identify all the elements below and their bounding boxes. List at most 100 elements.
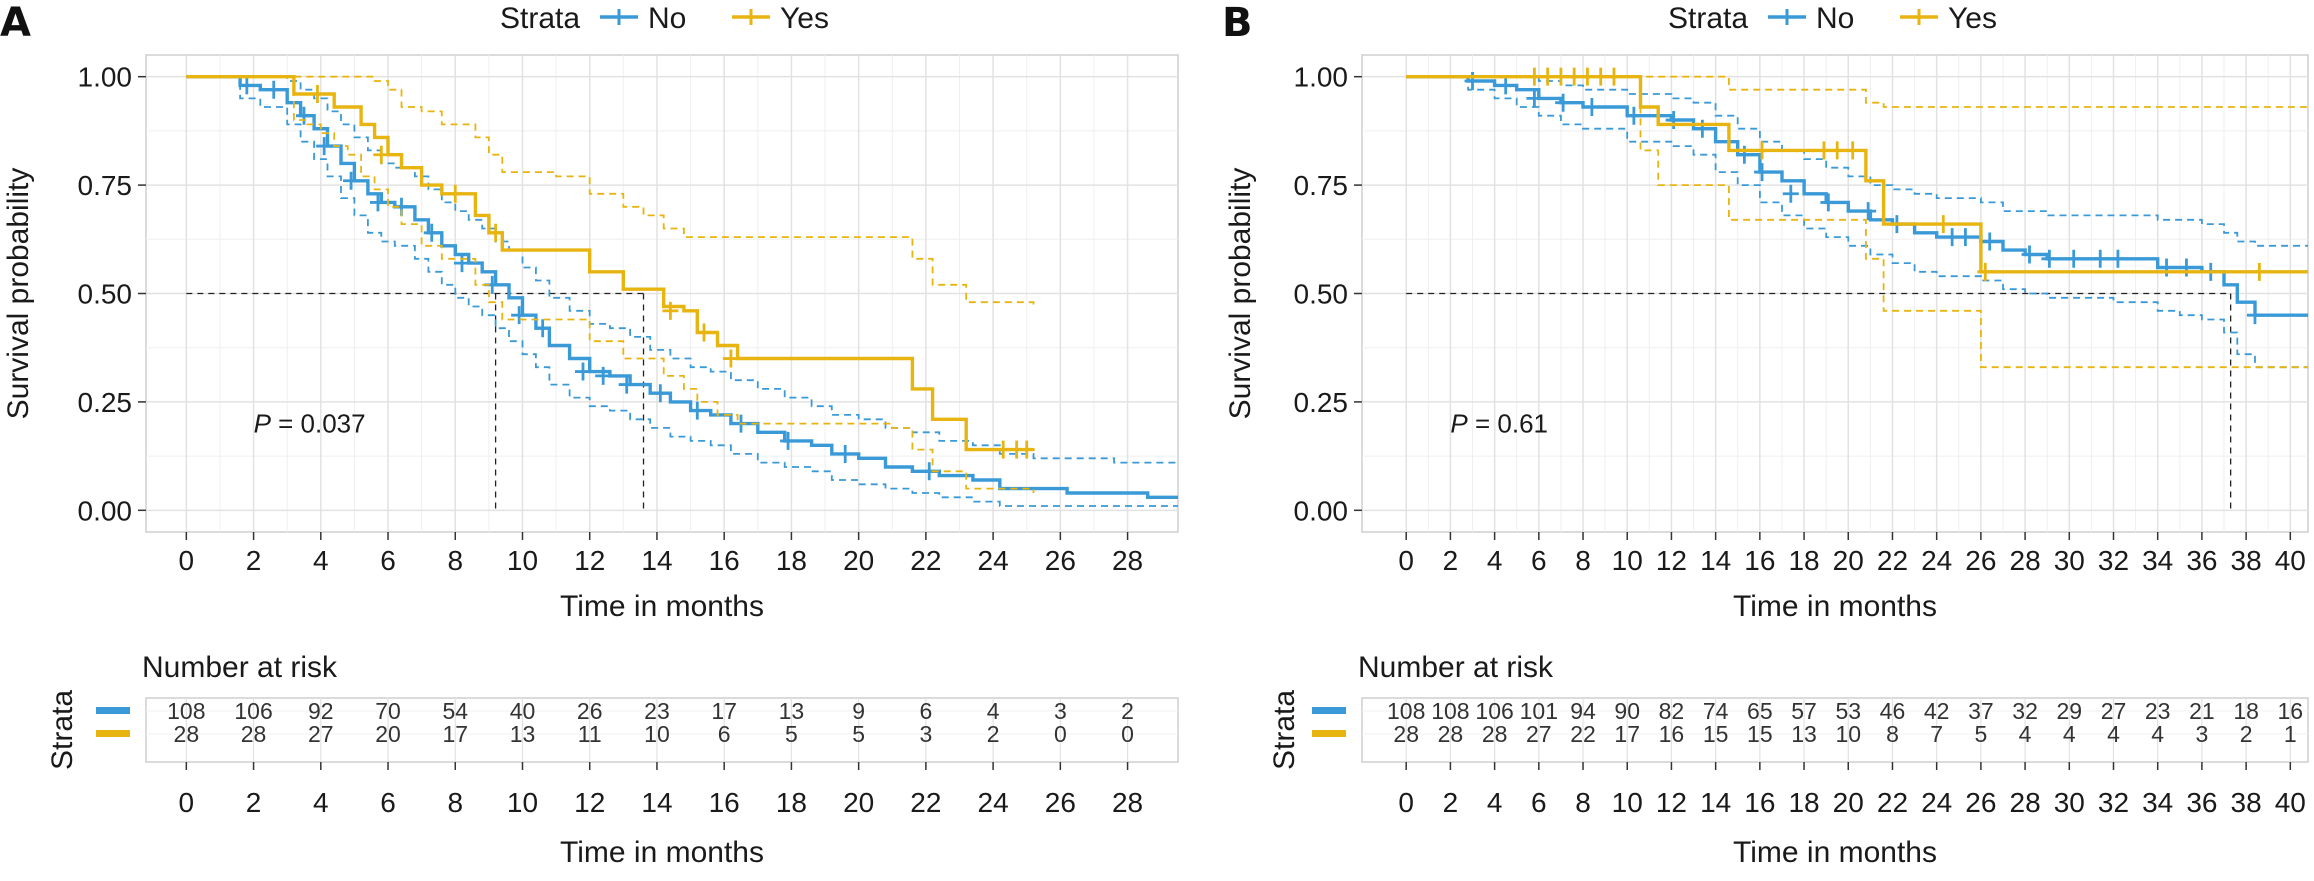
risk-x-tick-label: 0 [179,787,195,818]
risk-count-yes: 7 [1930,721,1943,747]
x-tick-label: 12 [574,545,605,576]
censor-mark-yes [1754,141,1771,160]
censor-mark-no [369,193,386,212]
x-tick-label: 38 [2231,545,2262,576]
x-tick-label: 2 [1443,545,1459,576]
risk-x-tick-label: 30 [2054,787,2085,818]
risk-x-tick-label: 14 [1700,787,1731,818]
risk-count-yes: 13 [1791,721,1817,747]
censor-mark-yes [1977,262,1994,281]
risk-x-tick-label: 8 [447,787,463,818]
risk-count-yes: 4 [2151,721,2164,747]
risk-x-tick-label: 36 [2186,787,2217,818]
censor-mark-yes [2251,262,2268,281]
risk-x-tick-label: 26 [1045,787,1076,818]
x-tick-label: 2 [246,545,262,576]
risk-count-yes: 27 [308,721,334,747]
risk-count-no: 4 [987,698,1000,724]
x-tick-label: 0 [179,545,195,576]
risk-x-tick-label: 28 [1112,787,1143,818]
p-value-annotation: P = 0.037 [254,408,366,438]
x-tick-label: 18 [776,545,807,576]
censor-mark-no [1820,193,1837,212]
risk-count-no: 23 [644,698,670,724]
risk-count-no: 2 [1121,698,1134,724]
ci-lower-no [186,75,1178,507]
censor-mark-yes [1605,67,1622,86]
risk-x-tick-label: 6 [1531,787,1547,818]
risk-count-yes: 13 [510,721,536,747]
risk-count-yes: 16 [1659,721,1685,747]
risk-x-tick-label: 8 [1575,787,1591,818]
risk-x-tick-label: 4 [1487,787,1503,818]
censor-mark-no [595,366,612,385]
survival-curve-no [186,75,1178,499]
x-tick-label: 22 [1877,545,1908,576]
risk-count-no: 101 [1520,698,1558,724]
p-value-label: P [254,408,272,438]
censor-mark-no [837,444,854,463]
censor-mark-yes [662,301,679,320]
risk-table-panel [1361,697,2309,763]
risk-x-axis-title: Time in months [560,836,764,869]
censor-mark-no [1957,228,1974,247]
series-yes [186,75,1035,493]
censor-mark-no [1625,106,1642,125]
risk-x-tick-label: 26 [1965,787,1996,818]
risk-x-tick-label: 34 [2142,787,2173,818]
censor-mark-no [1555,93,1572,112]
risk-count-no: 82 [1659,698,1685,724]
p-value-label: P [1450,408,1468,438]
risk-x-tick-label: 28 [2010,787,2041,818]
x-tick-label: 28 [2010,545,2041,576]
risk-count-yes: 2 [2240,721,2253,747]
median-lines [1406,292,2232,511]
x-axis-title: Time in months [560,590,764,623]
x-tick-label: 6 [1531,545,1547,576]
risk-count-yes: 0 [1121,721,1134,747]
y-tick-label: 0.75 [78,170,133,201]
x-tick-label: 14 [641,545,672,576]
censor-mark-no [575,362,592,381]
risk-x-tick-label: 16 [709,787,740,818]
risk-row-key-yes [1312,730,1346,737]
risk-table-title: Number at risk [1358,651,1554,684]
risk-x-tick-label: 16 [1744,787,1775,818]
legend: Strata No Yes [1668,2,1997,35]
censor-mark-no [1497,76,1514,95]
risk-count-yes: 28 [1438,721,1464,747]
censor-mark-yes [373,145,390,164]
censor-mark-no [2109,249,2126,268]
risk-count-no: 9 [852,698,865,724]
risk-count-no: 16 [2278,698,2304,724]
risk-x-tick-label: 14 [641,787,672,818]
censor-mark-no [343,171,360,190]
risk-count-no: 106 [1475,698,1513,724]
censor-mark-no [2065,249,2082,268]
censor-mark-yes [1829,141,1846,160]
risk-count-no: 17 [711,698,737,724]
risk-count-no: 37 [1968,698,1994,724]
censor-mark-no [511,306,528,325]
legend: Strata No Yes [500,2,829,35]
x-tick-label: 10 [1612,545,1643,576]
risk-count-yes: 17 [442,721,468,747]
legend-title: Strata [1668,2,1748,35]
risk-x-tick-label: 20 [843,787,874,818]
risk-count-no: 18 [2233,698,2259,724]
risk-count-yes: 5 [785,721,798,747]
p-value-annotation: P = 0.61 [1450,408,1548,438]
risk-count-no: 90 [1614,698,1640,724]
x-tick-label: 36 [2186,545,2217,576]
x-tick-label: 20 [1833,545,1864,576]
survival-curve-yes [186,75,1034,452]
series-yes [1406,67,2308,369]
risk-count-yes: 15 [1703,721,1729,747]
x-tick-label: 4 [1487,545,1503,576]
risk-count-yes: 11 [578,721,602,747]
risk-count-no: 108 [1387,698,1425,724]
censor-mark-no [1860,202,1877,221]
